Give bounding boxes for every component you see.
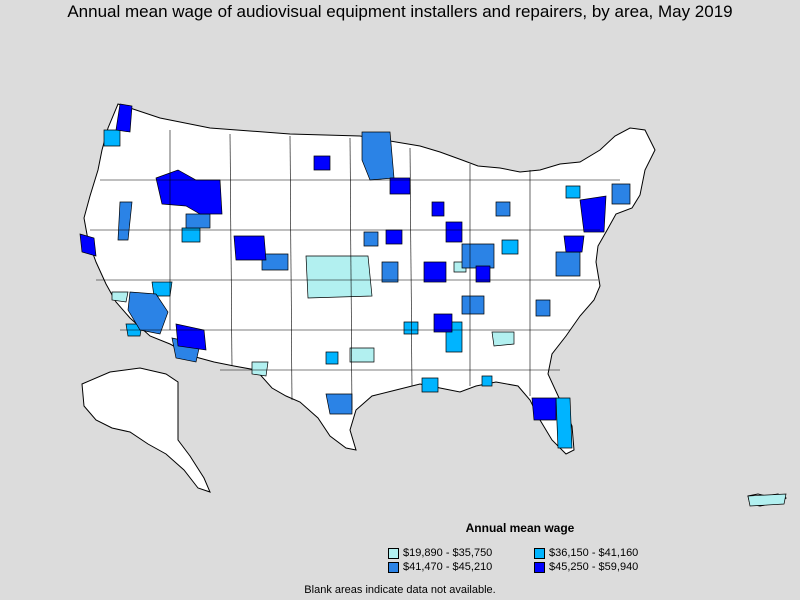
legend-title: Annual mean wage (465, 521, 575, 535)
alaska-shape (81, 367, 211, 493)
wage-area (325, 393, 353, 415)
wage-area (491, 331, 515, 347)
wage-area (115, 103, 133, 133)
wage-area (403, 321, 419, 335)
wage-area (251, 361, 269, 377)
wage-area (481, 375, 493, 387)
legend-item: $45,250 - $59,940 (534, 560, 638, 574)
wage-area (305, 255, 373, 299)
wage-area (531, 397, 557, 421)
wage-area (385, 229, 403, 245)
wage-area (185, 213, 211, 229)
wage-area (431, 201, 445, 217)
wage-areas (79, 103, 787, 507)
wage-area (555, 251, 581, 277)
wage-area (501, 239, 519, 255)
map-title: Annual mean wage of audiovisual equipmen… (67, 2, 733, 21)
wage-area (103, 129, 121, 147)
legend-swatch (534, 561, 545, 573)
wage-area (579, 195, 607, 233)
legend-swatch (534, 547, 545, 559)
wage-area (261, 253, 289, 271)
wage-area (495, 201, 511, 217)
wage-area (117, 201, 133, 241)
wage-area (461, 295, 485, 315)
wage-area (555, 397, 573, 449)
wage-area (421, 377, 439, 393)
wage-area (363, 231, 379, 247)
legend-item: $19,890 - $35,750 (388, 546, 492, 560)
wage-area (461, 243, 495, 269)
legend-item: $36,150 - $41,160 (534, 546, 638, 560)
wage-area (535, 299, 551, 317)
wage-area (111, 291, 129, 303)
wage-area (611, 183, 631, 205)
wage-area (349, 347, 375, 363)
wage-area (381, 261, 399, 283)
wage-area (233, 235, 267, 261)
wage-area (127, 291, 169, 335)
wage-area (79, 233, 97, 257)
wage-area (475, 265, 491, 283)
legend-label: $19,890 - $35,750 (403, 547, 493, 559)
legend-swatch (388, 561, 399, 573)
wage-area (565, 185, 581, 199)
legend-label: $45,250 - $59,940 (549, 561, 639, 573)
legend-item: $41,470 - $45,210 (388, 560, 492, 574)
wage-area (325, 351, 339, 365)
wage-area (747, 493, 787, 507)
wage-area (563, 235, 585, 253)
footnote: Blank areas indicate data not available. (304, 584, 496, 596)
wage-area (313, 155, 331, 171)
legend-swatch (388, 547, 399, 559)
legend-label: $36,150 - $41,160 (549, 547, 639, 559)
wage-area (389, 177, 411, 195)
wage-area (445, 221, 463, 243)
wage-area (433, 313, 453, 333)
wage-area (423, 261, 447, 283)
wage-area (175, 323, 207, 351)
area-borders (90, 130, 620, 411)
map-land (81, 103, 787, 507)
legend-label: $41,470 - $45,210 (403, 561, 493, 573)
wage-area (361, 131, 395, 181)
